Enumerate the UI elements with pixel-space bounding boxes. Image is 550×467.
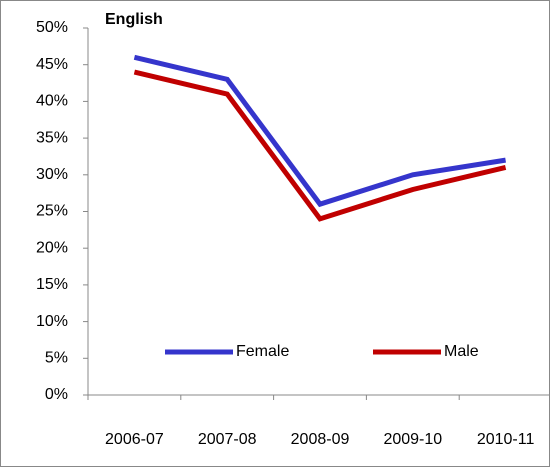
y-tick-label: 25% [36,203,68,220]
y-tick-label: 40% [36,93,68,110]
y-tick-label: 50% [36,19,68,36]
x-tick-label: 2007-08 [198,431,257,448]
y-tick-label: 45% [36,56,68,73]
legend-label: Female [236,343,289,360]
x-tick-label: 2006-07 [105,431,164,448]
x-tick-label: 2009-10 [383,431,442,448]
y-tick-label: 30% [36,166,68,183]
series-line [133,69,507,222]
x-tick-label: 2008-09 [291,431,350,448]
chart-title: English [105,11,163,28]
y-tick-label: 10% [36,313,68,330]
y-tick-label: 0% [45,386,68,403]
x-tick-label: 2010-11 [477,431,535,448]
y-tick-label: 35% [36,129,68,146]
y-tick-label: 5% [45,350,68,367]
y-tick-label: 20% [36,239,68,256]
series-line [133,54,506,208]
legend-label: Male [444,343,479,360]
y-tick-label: 15% [36,276,68,293]
